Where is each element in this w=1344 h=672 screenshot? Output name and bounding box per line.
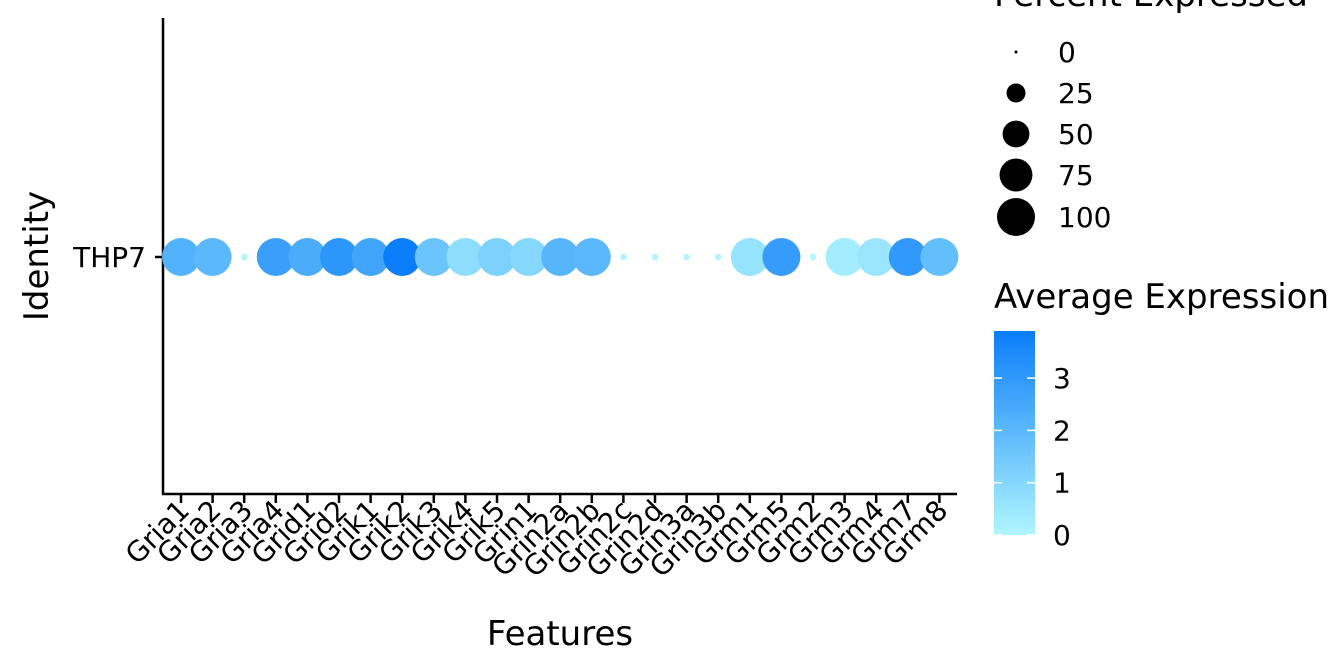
data-point xyxy=(320,238,358,276)
color-legend-title: Average Expression xyxy=(994,277,1329,317)
color-legend-label: 1 xyxy=(1053,467,1071,500)
data-point xyxy=(825,238,864,276)
data-point xyxy=(572,238,611,276)
data-point xyxy=(730,238,769,276)
data-point xyxy=(414,238,453,276)
size-legend-label: 100 xyxy=(1058,201,1111,234)
y-axis-ticks: THP7 xyxy=(72,241,163,274)
data-point xyxy=(620,253,627,261)
data-point xyxy=(478,238,516,276)
data-point xyxy=(651,253,659,261)
size-legend-swatch xyxy=(1014,50,1018,54)
y-axis-title: Identity xyxy=(17,191,57,321)
data-point xyxy=(509,238,548,276)
data-point xyxy=(446,238,485,276)
color-legend-label: 3 xyxy=(1053,362,1071,395)
size-legend-swatch xyxy=(1006,83,1026,103)
size-legend-swatch xyxy=(1002,120,1030,148)
color-legend-label: 0 xyxy=(1053,519,1071,552)
data-point xyxy=(857,238,896,276)
data-point xyxy=(256,238,295,276)
data-point xyxy=(162,238,200,276)
size-legend-title: Percent Expressed xyxy=(994,0,1308,15)
data-point xyxy=(351,238,390,276)
data-point xyxy=(193,238,232,276)
data-point xyxy=(383,238,422,276)
color-legend-label: 2 xyxy=(1053,414,1071,447)
data-point xyxy=(288,238,327,276)
size-legend-swatch xyxy=(999,158,1033,192)
data-point xyxy=(683,253,690,261)
data-point xyxy=(541,238,580,276)
size-legend-swatch xyxy=(997,198,1035,236)
size-legend-label: 0 xyxy=(1058,36,1076,69)
color-legend: Average Expression 0 1 2 3 xyxy=(994,277,1329,552)
x-axis-ticks: Gria1Gria2Gria3Gria4Grid1Grid2Grik1Grik2… xyxy=(119,494,954,584)
color-bar xyxy=(994,331,1035,535)
y-tick-label: THP7 xyxy=(72,241,146,274)
data-point xyxy=(762,238,801,276)
x-axis-title: Features xyxy=(487,614,633,654)
data-points xyxy=(162,238,959,276)
data-point xyxy=(809,253,817,261)
size-legend-label: 50 xyxy=(1058,118,1094,151)
size-legend: Percent Expressed 0 25 50 75 100 xyxy=(994,0,1308,236)
size-legend-label: 25 xyxy=(1058,77,1094,110)
data-point xyxy=(920,238,959,276)
data-point xyxy=(714,253,722,261)
data-point xyxy=(888,238,927,276)
size-legend-label: 75 xyxy=(1058,159,1094,192)
data-point xyxy=(240,253,248,261)
